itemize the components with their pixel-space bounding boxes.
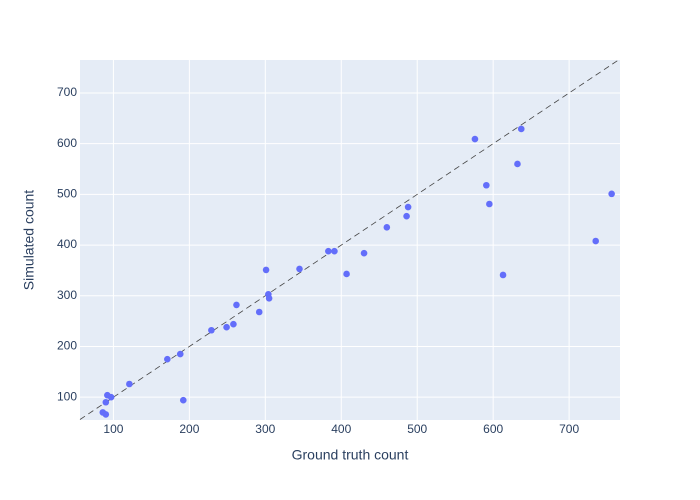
point — [262, 266, 270, 274]
point — [343, 270, 350, 278]
y-tick-label: 400 — [57, 237, 77, 251]
point — [592, 237, 599, 245]
point — [403, 212, 410, 220]
point — [360, 249, 368, 257]
point — [471, 135, 479, 143]
point — [404, 203, 412, 211]
point — [331, 247, 338, 255]
y-tick-label: 500 — [57, 187, 77, 201]
x-tick-label: 600 — [483, 422, 503, 436]
plot-background — [80, 60, 620, 420]
point — [483, 181, 490, 189]
y-axis-title: Simulated count — [21, 190, 37, 291]
x-axis-title: Ground truth count — [292, 447, 409, 463]
y-tick-label: 600 — [57, 136, 77, 150]
point — [608, 190, 615, 198]
point — [107, 393, 115, 401]
x-tick-label: 100 — [103, 422, 123, 436]
x-tick-label: 200 — [179, 422, 199, 436]
point — [230, 320, 237, 328]
point — [102, 411, 110, 418]
y-tick-label: 100 — [57, 389, 77, 403]
x-tick-label: 400 — [331, 422, 351, 436]
point — [233, 301, 240, 309]
y-tick-label: 200 — [57, 339, 77, 353]
point — [102, 398, 110, 406]
point — [223, 323, 230, 331]
point — [164, 355, 171, 363]
point — [208, 326, 215, 334]
point — [255, 308, 263, 316]
point — [126, 380, 133, 388]
point — [383, 224, 391, 231]
point — [176, 350, 184, 358]
identity-line — [79, 59, 619, 420]
point — [296, 265, 303, 273]
x-tick-label: 500 — [407, 422, 427, 436]
x-tick-label: 300 — [255, 422, 275, 436]
point — [486, 200, 493, 208]
point — [517, 125, 525, 133]
point — [179, 396, 187, 404]
point — [514, 160, 521, 168]
x-tick-label: 700 — [559, 422, 579, 436]
point — [325, 247, 332, 255]
y-tick-label: 700 — [57, 85, 77, 99]
point — [499, 271, 507, 279]
y-tick-label: 300 — [57, 288, 77, 302]
point — [265, 295, 273, 302]
